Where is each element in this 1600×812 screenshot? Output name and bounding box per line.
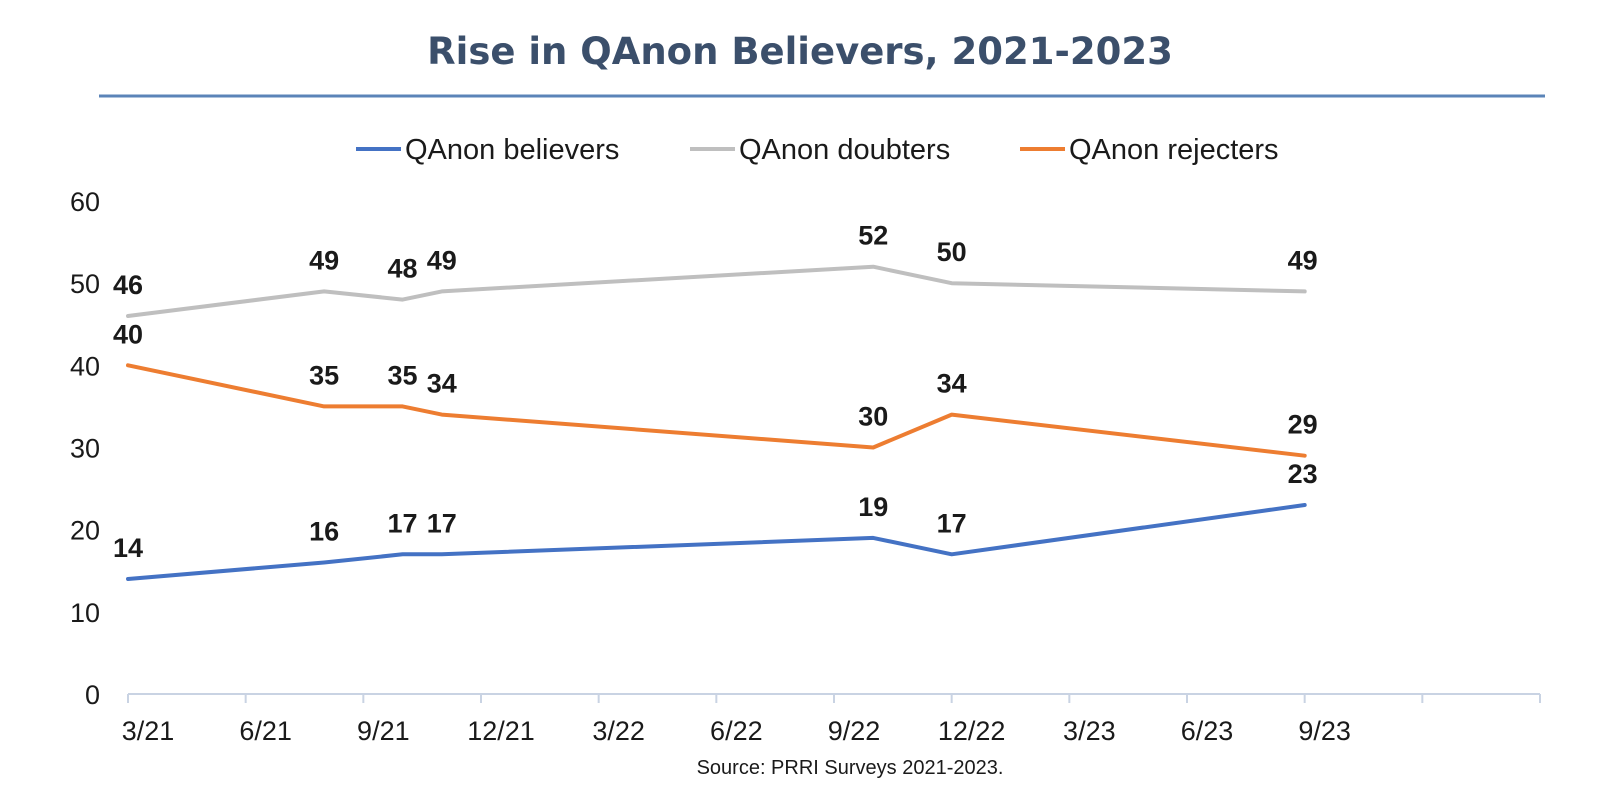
data-label-qanon-rejecters: 34 <box>427 369 457 399</box>
data-label-qanon-doubters: 50 <box>937 237 967 267</box>
legend-label-believers: QAnon believers <box>405 134 619 166</box>
legend-label-rejecters: QAnon rejecters <box>1069 134 1279 166</box>
y-tick-label: 0 <box>85 680 100 710</box>
x-tick-label: 9/22 <box>828 716 881 746</box>
chart-title: Rise in QAnon Believers, 2021-2023 <box>427 30 1173 73</box>
data-label-qanon-believers: 17 <box>388 508 418 538</box>
y-tick-label: 40 <box>70 351 100 381</box>
data-label-qanon-believers: 23 <box>1288 459 1318 489</box>
y-tick-label: 50 <box>70 269 100 299</box>
data-label-qanon-doubters: 49 <box>309 245 339 275</box>
x-tick-label: 9/23 <box>1298 716 1351 746</box>
x-tick-label: 3/22 <box>592 716 645 746</box>
data-label-qanon-believers: 17 <box>937 508 967 538</box>
x-tick-label: 6/21 <box>239 716 292 746</box>
series-lines <box>126 264 1307 581</box>
x-tick-label: 3/21 <box>122 716 175 746</box>
x-tick-label: 3/23 <box>1063 716 1116 746</box>
series-line-qanon-rejecters <box>126 363 1307 458</box>
data-label-qanon-doubters: 48 <box>388 254 418 284</box>
data-label-qanon-rejecters: 34 <box>937 369 967 399</box>
data-label-qanon-rejecters: 40 <box>113 319 143 349</box>
x-tick-label: 6/22 <box>710 716 763 746</box>
data-label-qanon-rejecters: 35 <box>388 360 418 390</box>
series-line-qanon-believers <box>126 503 1307 581</box>
x-tick-label: 6/23 <box>1181 716 1234 746</box>
series-line-qanon-doubters <box>126 264 1307 318</box>
legend-item-doubters: QAnon doubters <box>690 134 950 166</box>
data-label-qanon-doubters: 52 <box>858 221 888 251</box>
legend: QAnon believers QAnon doubters QAnon rej… <box>356 134 1279 166</box>
data-label-qanon-rejecters: 35 <box>309 360 339 390</box>
x-tick-label: 12/22 <box>938 716 1006 746</box>
data-label-qanon-believers: 14 <box>113 533 143 563</box>
data-label-qanon-believers: 19 <box>858 492 888 522</box>
y-tick-label: 60 <box>70 187 100 217</box>
y-axis: 0 10 20 30 40 50 60 <box>70 187 100 710</box>
x-axis: 3/21 6/21 9/21 12/21 3/22 6/22 9/22 12/22 3/23 6/… <box>122 693 1541 746</box>
data-label-qanon-believers: 16 <box>309 517 339 547</box>
y-tick-label: 20 <box>70 516 100 546</box>
x-tick-label: 12/21 <box>467 716 535 746</box>
x-tick-label: 9/21 <box>357 716 410 746</box>
data-label-qanon-rejecters: 29 <box>1288 410 1318 440</box>
source-note: Source: PRRI Surveys 2021-2023. <box>697 757 1004 779</box>
legend-item-believers: QAnon believers <box>356 134 619 166</box>
data-labels: 14 16 17 17 19 17 23 46 49 48 49 52 50 49 40 35 35 34 30 34… <box>113 221 1318 563</box>
data-label-qanon-doubters: 49 <box>1288 245 1318 275</box>
y-tick-label: 30 <box>70 434 100 464</box>
data-label-qanon-believers: 17 <box>427 508 457 538</box>
data-label-qanon-doubters: 49 <box>427 245 457 275</box>
data-label-qanon-doubters: 46 <box>113 270 143 300</box>
data-label-qanon-rejecters: 30 <box>858 402 888 432</box>
legend-label-doubters: QAnon doubters <box>739 134 950 166</box>
legend-item-rejecters: QAnon rejecters <box>1020 134 1279 166</box>
y-tick-label: 10 <box>70 598 100 628</box>
